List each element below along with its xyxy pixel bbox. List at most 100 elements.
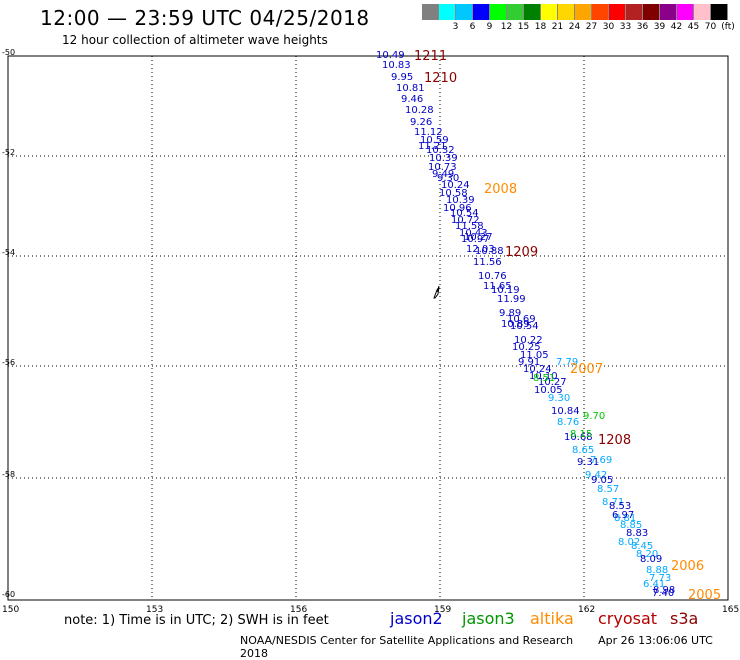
lat-tick-label: -54 bbox=[2, 248, 15, 257]
wave-height-value: 10.25 bbox=[512, 342, 541, 353]
legend-label: 27 bbox=[585, 22, 598, 32]
wave-height-value: 9.30 bbox=[548, 393, 570, 404]
wave-height-value: 10.39 bbox=[446, 195, 475, 206]
legend-swatch bbox=[490, 4, 507, 20]
lon-tick-label: 156 bbox=[290, 605, 307, 615]
legend-swatch bbox=[609, 4, 626, 20]
wave-height-value: 10.81 bbox=[396, 83, 425, 94]
legend-swatch bbox=[643, 4, 660, 20]
legend-swatch bbox=[592, 4, 609, 20]
legend-unit: (ft) bbox=[721, 22, 735, 32]
legend-label: 30 bbox=[602, 22, 615, 32]
pass-time-label: 1209 bbox=[505, 245, 538, 260]
wave-height-value: 7.69 bbox=[590, 455, 612, 466]
wave-height-value: 9.42 bbox=[585, 470, 607, 481]
legend-label: 42 bbox=[670, 22, 683, 32]
lat-tick-label: -50 bbox=[2, 48, 15, 57]
legend-label: 70 bbox=[704, 22, 717, 32]
pass-time-label: 2006 bbox=[671, 559, 704, 574]
wave-height-value: 10.83 bbox=[382, 60, 411, 71]
wave-height-value: 12.03 bbox=[466, 244, 495, 255]
wave-height-value: 10.68 bbox=[564, 432, 593, 443]
lat-tick-label: -56 bbox=[2, 358, 15, 367]
legend-label: 9 bbox=[486, 22, 493, 32]
lat-tick-label: -60 bbox=[2, 590, 15, 599]
wave-height-value: 8.57 bbox=[597, 484, 619, 495]
wave-height-value: 9.91 bbox=[518, 357, 540, 368]
legend-swatch bbox=[541, 4, 558, 20]
wave-height-value: 8.09 bbox=[640, 554, 662, 565]
wave-height-value: 11.65 bbox=[483, 281, 512, 292]
wave-height-value: 10.32 bbox=[426, 145, 455, 156]
wave-height-value: 8.88 bbox=[646, 565, 668, 576]
island-outline bbox=[433, 285, 440, 299]
wave-height-value: 8.65 bbox=[572, 445, 594, 456]
wave-height-tracks: 10.4910.839.9510.819.4610.289.2611.1210.… bbox=[376, 50, 675, 599]
lon-tick-label: 159 bbox=[434, 605, 451, 615]
wave-height-value: 11.21 bbox=[418, 141, 447, 152]
satellite-legend-item: cryosat bbox=[598, 609, 658, 628]
wave-height-value: 8.71 bbox=[602, 497, 624, 508]
legend-swatch bbox=[660, 4, 677, 20]
wave-height-value: 9.49 bbox=[432, 169, 454, 180]
legend-label: 18 bbox=[534, 22, 547, 32]
legend-label: 45 bbox=[687, 22, 700, 32]
wave-height-value: 10.72 bbox=[451, 215, 480, 226]
legend-swatch bbox=[507, 4, 524, 20]
wave-height-value: 8.45 bbox=[631, 541, 653, 552]
lon-tick-label: 153 bbox=[146, 605, 163, 615]
wave-height-value: 7.40 bbox=[652, 588, 674, 599]
pass-time-labels: 1211 1210 2008 1209 2007 1208 2006 2005 bbox=[414, 49, 721, 603]
lon-tick-label: 150 bbox=[2, 605, 19, 615]
wave-height-value: 10.54 bbox=[510, 321, 539, 332]
wave-height-value: 10.27 bbox=[538, 377, 567, 388]
wave-height-value: 10.58 bbox=[439, 188, 468, 199]
wave-height-value: 8.81 bbox=[614, 513, 636, 524]
legend-label: 6 bbox=[469, 22, 476, 32]
legend-swatch bbox=[677, 4, 694, 20]
wave-height-value: 9.05 bbox=[591, 475, 613, 486]
legend-label: 24 bbox=[568, 22, 581, 32]
wave-height-value: 8.20 bbox=[636, 549, 658, 560]
wave-height-value: 9.70 bbox=[583, 411, 605, 422]
lat-tick-label: -58 bbox=[2, 470, 15, 479]
wave-height-value: 11.56 bbox=[473, 257, 502, 268]
legend-label: 36 bbox=[636, 22, 649, 32]
wave-height-value: 10.39 bbox=[429, 153, 458, 164]
wave-height-value: 10.24 bbox=[523, 364, 552, 375]
wave-height-value: 8.51 bbox=[533, 373, 555, 384]
legend-swatch bbox=[422, 4, 439, 20]
legend-swatch bbox=[439, 4, 456, 20]
wave-height-value: 9.26 bbox=[410, 117, 432, 128]
legend-swatch bbox=[473, 4, 490, 20]
wave-height-value: 10.89 bbox=[501, 319, 530, 330]
satellite-legend-item: jason2 bbox=[390, 609, 443, 628]
legend-label: 15 bbox=[517, 22, 530, 32]
pass-time-label: 2008 bbox=[484, 182, 517, 197]
wave-height-value: 10.22 bbox=[514, 335, 543, 346]
wave-height-value: 8.02 bbox=[618, 537, 640, 548]
legend-swatch bbox=[626, 4, 643, 20]
chart-title: 12:00 — 23:59 UTC 04/25/2018 bbox=[40, 6, 370, 30]
wave-height-value: 8.76 bbox=[557, 417, 579, 428]
wave-height-value: 7.73 bbox=[649, 573, 671, 584]
pass-time-label: 1211 bbox=[414, 49, 447, 64]
wave-height-value: 11.99 bbox=[497, 294, 526, 305]
legend-label: 39 bbox=[653, 22, 666, 32]
legend-swatch bbox=[711, 4, 728, 20]
legend-swatch bbox=[524, 4, 541, 20]
wave-height-value: 10.97 bbox=[461, 234, 490, 245]
wave-height-value: 10.28 bbox=[405, 105, 434, 116]
wave-height-value: 6.97 bbox=[612, 510, 634, 521]
legend-swatch bbox=[694, 4, 711, 20]
wave-height-value: 8.85 bbox=[620, 520, 642, 531]
wave-height-value: 8.83 bbox=[626, 528, 648, 539]
wave-height-value: 10.19 bbox=[491, 285, 520, 296]
wave-height-value: 10.27 bbox=[464, 232, 493, 243]
legend-label: 33 bbox=[619, 22, 632, 32]
wave-height-value: 10.10 bbox=[529, 371, 558, 382]
satellite-legend-item: jason3 bbox=[462, 609, 515, 628]
pass-time-label: 2007 bbox=[570, 362, 603, 377]
legend-label: 12 bbox=[500, 22, 513, 32]
wave-height-value: 10.24 bbox=[441, 180, 470, 191]
